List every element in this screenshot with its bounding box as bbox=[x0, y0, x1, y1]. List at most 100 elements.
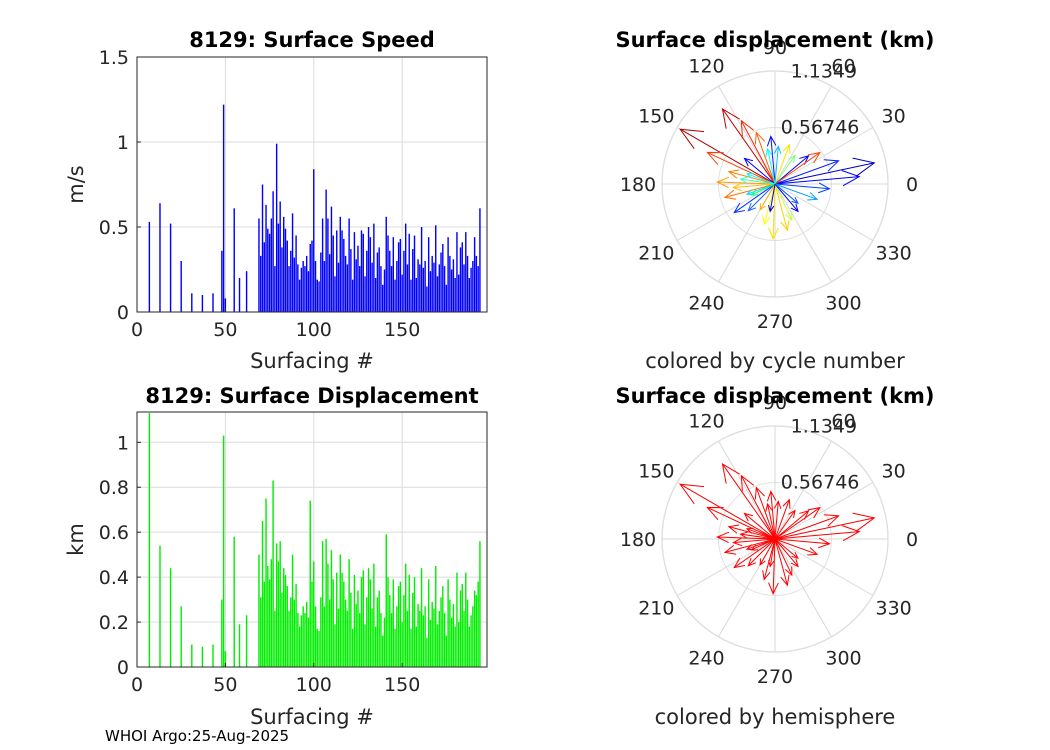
displacement-bar bbox=[403, 595, 405, 667]
displacement-bar bbox=[245, 615, 248, 667]
displacement-bar bbox=[314, 606, 317, 667]
displacement-bar bbox=[260, 597, 262, 667]
displacement-bar bbox=[311, 581, 313, 667]
hemisphere-arrow-head bbox=[788, 509, 796, 519]
displacement-bar bbox=[422, 615, 425, 667]
hemisphere-arrow-head bbox=[706, 506, 724, 521]
speed-bar bbox=[359, 266, 361, 312]
displacement-bar bbox=[431, 601, 433, 667]
displacement-bar bbox=[424, 606, 426, 667]
cycle-arrow-head bbox=[716, 176, 730, 189]
cycle-arrow-shaft bbox=[774, 144, 790, 185]
polar-angle-label: 210 bbox=[638, 598, 674, 620]
speed-bar bbox=[465, 232, 467, 312]
polar-spoke bbox=[774, 538, 832, 638]
cycle-arrow-head bbox=[733, 202, 746, 214]
displacement-bar bbox=[380, 613, 382, 667]
cycle-arrow-head bbox=[754, 131, 766, 145]
displacement-bar bbox=[328, 599, 331, 667]
polar-title: Surface displacement (km) bbox=[615, 28, 934, 52]
speed-bar bbox=[265, 204, 267, 312]
cycle-arrow-head bbox=[732, 182, 743, 192]
hemisphere-arrow-shaft bbox=[774, 538, 793, 576]
displacement-bar bbox=[385, 534, 387, 667]
speed-bar bbox=[378, 247, 380, 312]
cycle-arrow-head bbox=[768, 227, 779, 240]
hemisphere-arrow-shaft bbox=[755, 487, 776, 540]
x-tick-label: 0 bbox=[131, 674, 143, 696]
displacement-bar bbox=[410, 628, 412, 667]
x-tick-label: 100 bbox=[296, 674, 332, 696]
displacement-bar bbox=[201, 646, 204, 667]
speed-bar bbox=[286, 240, 288, 312]
cycle-arrow-shaft bbox=[774, 155, 809, 185]
y-tick-label: 0.2 bbox=[99, 612, 129, 634]
cycle-arrow-shaft bbox=[774, 155, 796, 185]
displacement-bar bbox=[261, 520, 264, 667]
speed-bar bbox=[387, 235, 389, 312]
displacement-bar bbox=[344, 599, 347, 667]
speed-bar bbox=[344, 255, 347, 312]
cycle-arrow-head bbox=[766, 135, 777, 147]
hemisphere-arrow-shaft bbox=[774, 538, 799, 567]
hemisphere-arrow-head bbox=[780, 574, 790, 587]
displacement-bar bbox=[353, 574, 356, 667]
cycle-arrow-head bbox=[799, 155, 810, 165]
polar-angle-label: 270 bbox=[757, 311, 793, 333]
cycle-arrow-head bbox=[768, 204, 775, 213]
cycle-arrow-head bbox=[750, 189, 759, 196]
cycle-arrow-shaft bbox=[733, 183, 776, 189]
speed-bar-panel: 0 50 100 150 0 0.5 1 1.5 8129: Surface Speed Surf… bbox=[64, 28, 488, 373]
hemisphere-arrow-shaft bbox=[769, 538, 776, 567]
speed-bar bbox=[313, 169, 315, 312]
cycle-arrow-shaft bbox=[707, 151, 776, 185]
cycle-arrow-head bbox=[745, 172, 754, 179]
hemisphere-arrow-shaft bbox=[707, 506, 776, 540]
speed-bar bbox=[477, 266, 479, 312]
polar-angle-label: 30 bbox=[882, 106, 906, 128]
displacement-bar bbox=[305, 601, 308, 667]
footer-label: WHOI Argo:25-Aug-2025 bbox=[105, 727, 289, 745]
speed-bar bbox=[159, 203, 161, 312]
speed-bar bbox=[412, 249, 414, 312]
displacement-bar bbox=[290, 597, 292, 667]
displacement-bar bbox=[362, 570, 364, 667]
speed-bar bbox=[435, 225, 437, 312]
displacement-bar bbox=[449, 599, 451, 667]
displacement-bar bbox=[447, 579, 449, 667]
displacement-bar bbox=[283, 568, 285, 667]
cycle-arrow-head bbox=[773, 145, 782, 155]
speed-bar bbox=[459, 247, 462, 312]
cycle-arrow-shaft bbox=[770, 136, 776, 185]
displacement-bar bbox=[376, 597, 379, 667]
hemisphere-arrow-head bbox=[740, 474, 755, 492]
polar-angle-label: 60 bbox=[831, 55, 855, 77]
hemisphere-arrow-head bbox=[727, 524, 740, 534]
displacement-bar bbox=[473, 590, 476, 667]
displacement-bar bbox=[222, 435, 225, 667]
displacement-bar bbox=[459, 590, 462, 667]
cycle-arrow-head bbox=[791, 197, 799, 204]
hemisphere-arrow-shaft bbox=[763, 538, 776, 580]
polar-angle-label: 0 bbox=[906, 529, 918, 551]
cycle-arrow-shaft bbox=[774, 176, 860, 185]
displacement-bar bbox=[359, 613, 361, 667]
speed-bar bbox=[450, 269, 453, 312]
polar-radius-label: 1.1349 bbox=[791, 61, 857, 83]
displacement-bar bbox=[334, 624, 336, 667]
cycle-arrow-shaft bbox=[774, 183, 818, 200]
cycle-arrow-shaft bbox=[774, 146, 779, 185]
polar-angle-label: 300 bbox=[825, 293, 861, 315]
cycle-arrow-shaft bbox=[722, 108, 776, 185]
speed-bar bbox=[394, 279, 396, 312]
cycle-arrow-head bbox=[790, 203, 799, 213]
speed-bar bbox=[390, 266, 393, 312]
displacement-bar bbox=[436, 624, 439, 667]
speed-bar bbox=[169, 223, 172, 312]
speed-bar bbox=[212, 293, 214, 312]
displacement-bar bbox=[367, 568, 370, 667]
cycle-arrow-head bbox=[762, 215, 771, 226]
displacement-bar bbox=[320, 597, 322, 667]
polar-angle-label: 30 bbox=[882, 461, 906, 483]
displacement-bar bbox=[191, 644, 193, 667]
